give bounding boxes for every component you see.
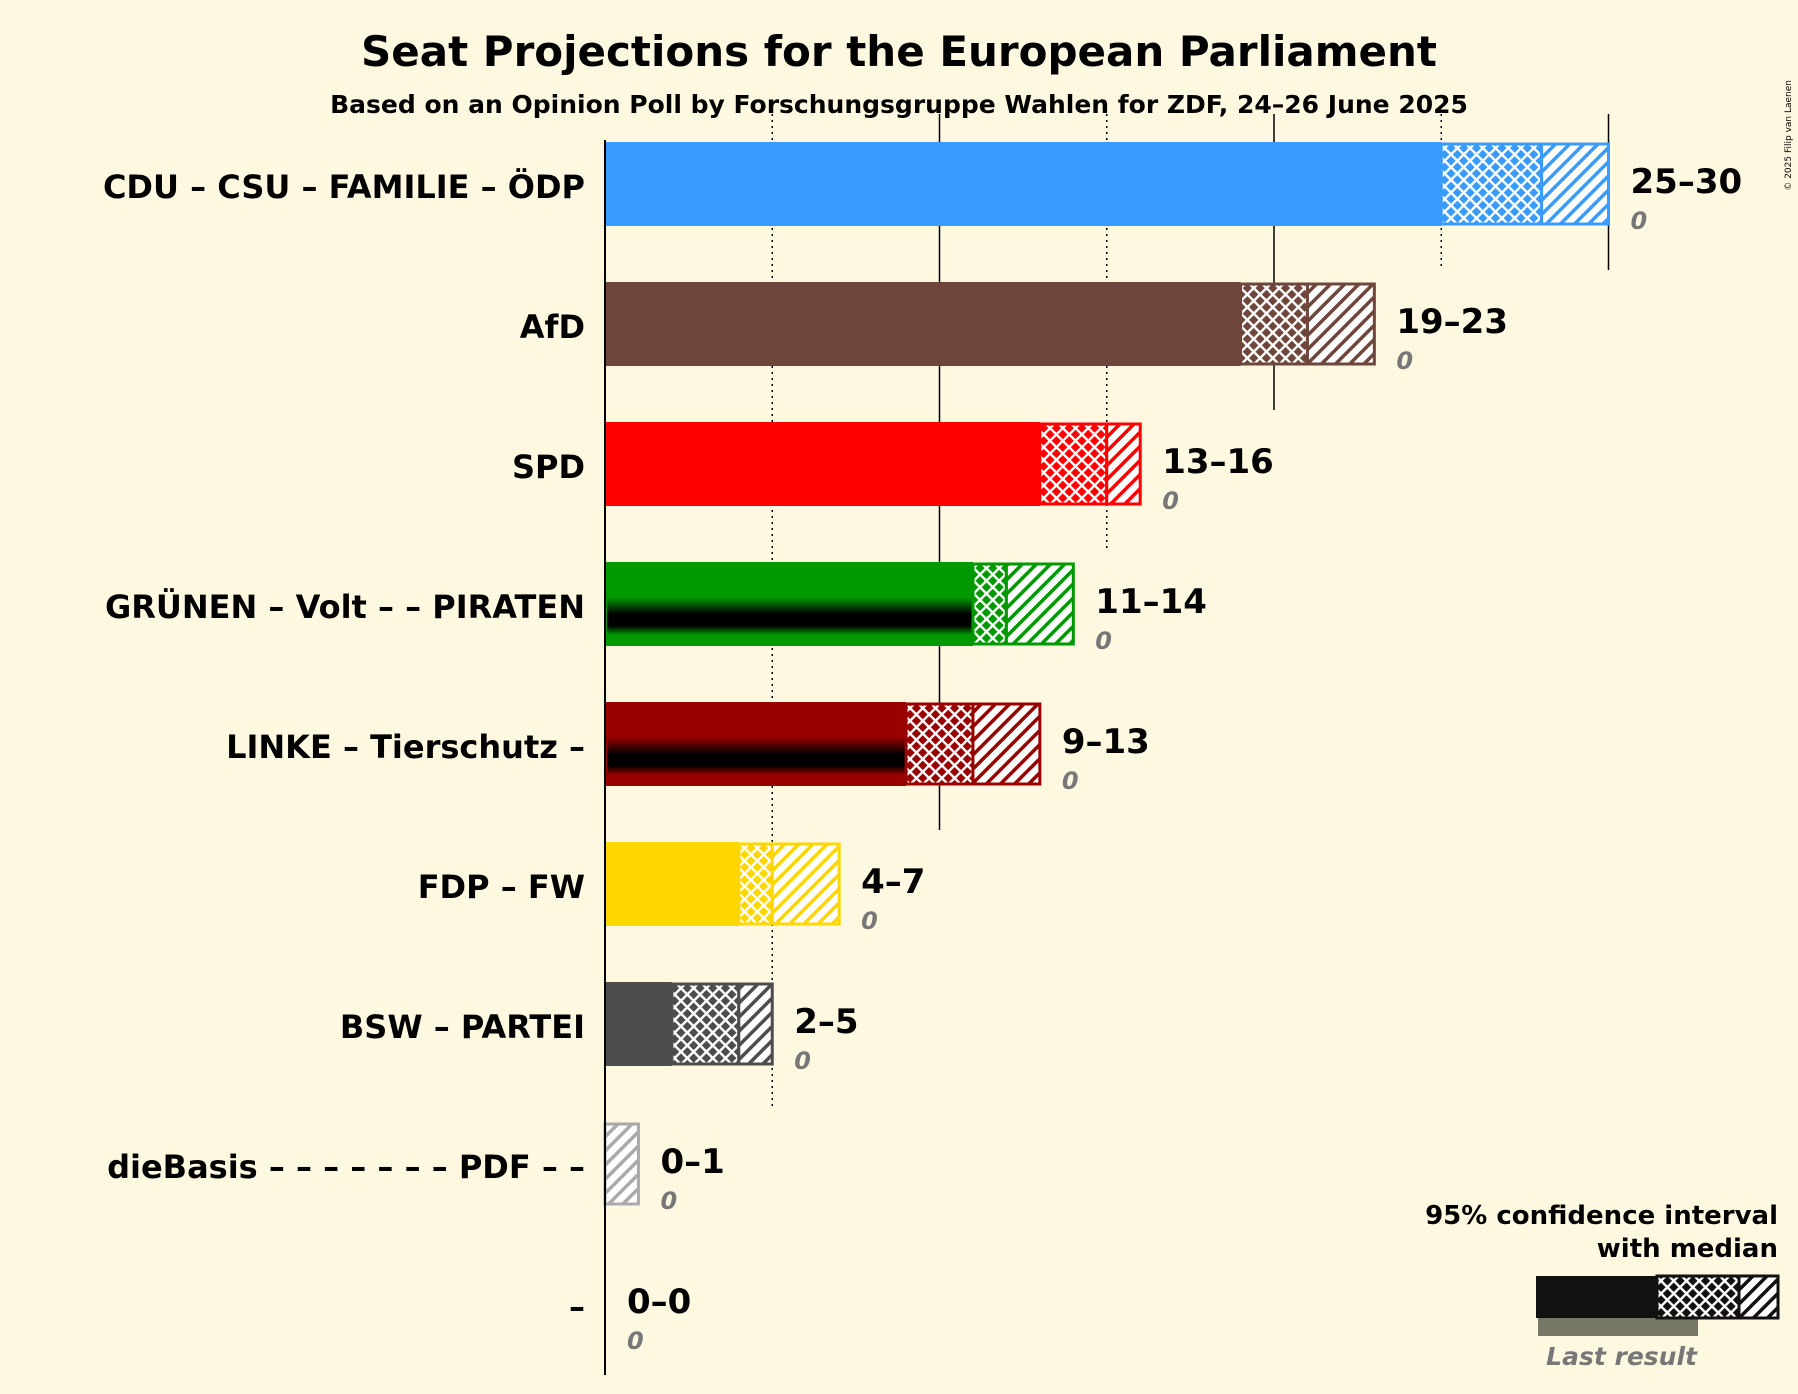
party-7-last-result: 0 [794, 1047, 811, 1075]
party-1-upper-hatch [1540, 142, 1610, 226]
party-2-solid-bar [605, 282, 1241, 366]
copyright-notice: © 2025 Filip van Laenen [1784, 80, 1794, 191]
party-7-label: BSW – PARTEI [340, 1008, 585, 1046]
party-3-last-result: 0 [1162, 487, 1179, 515]
party-3-solid-bar [605, 422, 1040, 506]
party-4-overlay-bar [607, 597, 973, 636]
party-3-median-hatch [1038, 422, 1109, 506]
bar-row-9: – 0–0 0 [569, 1282, 691, 1355]
chart-subtitle: Based on an Opinion Poll by Forschungsgr… [330, 90, 1468, 119]
bar-row-2: AfD 19–23 0 [520, 282, 1508, 375]
legend-median-hatch [1655, 1274, 1741, 1320]
bar-row-1: CDU – CSU – FAMILIE – ÖDP 25–30 0 [103, 142, 1742, 235]
party-5-median-hatch [904, 702, 975, 786]
party-9-label: – [569, 1288, 585, 1326]
party-1-median-hatch [1439, 142, 1544, 226]
party-8-label: dieBasis – – – – – – – PDF – – [107, 1148, 585, 1186]
party-8-range-label: 0–1 [660, 1142, 724, 1182]
party-2-upper-hatch [1305, 282, 1376, 366]
party-5-upper-hatch [971, 702, 1042, 786]
bars-group: CDU – CSU – FAMILIE – ÖDP 25–30 0 AfD 19–23 0… [103, 142, 1742, 1355]
bar-row-3: SPD 13–16 0 [512, 422, 1274, 515]
party-4-label: GRÜNEN – Volt – – PIRATEN [105, 588, 585, 626]
party-2-last-result: 0 [1396, 347, 1413, 375]
party-3-range-label: 13–16 [1162, 442, 1274, 482]
legend-last-result-bar [1538, 1318, 1698, 1336]
party-2-range-label: 19–23 [1396, 302, 1508, 342]
bar-row-5: LINKE – Tierschutz – 9–13 0 [226, 702, 1150, 795]
party-6-upper-hatch [770, 842, 841, 926]
party-1-range-label: 25–30 [1631, 162, 1743, 202]
party-5-label: LINKE – Tierschutz – [226, 728, 585, 766]
party-6-solid-bar [605, 842, 739, 926]
party-6-median-hatch [737, 842, 774, 926]
bar-row-6: FDP – FW 4–7 0 [418, 842, 925, 935]
party-1-solid-bar [605, 142, 1442, 226]
party-4-upper-hatch [1004, 562, 1075, 646]
party-5-last-result: 0 [1062, 767, 1079, 795]
party-1-last-result: 0 [1631, 207, 1648, 235]
party-9-range-label: 0–0 [627, 1282, 691, 1322]
bar-row-7: BSW – PARTEI 2–5 0 [340, 982, 859, 1075]
party-9-last-result: 0 [627, 1327, 644, 1355]
party-5-overlay-bar [607, 737, 907, 776]
party-7-median-hatch [670, 982, 741, 1066]
party-5-range-label: 9–13 [1062, 722, 1150, 762]
chart-title: Seat Projections for the European Parlia… [361, 27, 1437, 76]
party-1-label: CDU – CSU – FAMILIE – ÖDP [103, 168, 585, 206]
party-2-label: AfD [520, 308, 585, 346]
legend-solid-bar [1536, 1276, 1657, 1318]
party-8-last-result: 0 [660, 1187, 677, 1215]
party-6-last-result: 0 [861, 907, 878, 935]
legend: 95% confidence interval with median Last… [1425, 1201, 1780, 1371]
party-8-upper-hatch [603, 1122, 640, 1206]
legend-title-line2: with median [1597, 1234, 1778, 1264]
party-4-range-label: 11–14 [1095, 582, 1207, 622]
party-4-last-result: 0 [1095, 627, 1112, 655]
party-6-range-label: 4–7 [861, 862, 925, 902]
party-3-upper-hatch [1105, 422, 1142, 506]
party-7-upper-hatch [737, 982, 774, 1066]
bar-row-8: dieBasis – – – – – – – PDF – – 0–1 0 [107, 1122, 725, 1215]
party-6-label: FDP – FW [418, 868, 585, 906]
legend-upper-hatch [1737, 1274, 1780, 1320]
bar-row-4: GRÜNEN – Volt – – PIRATEN 11–14 0 [105, 562, 1207, 655]
party-4-median-hatch [971, 562, 1008, 646]
party-3-label: SPD [512, 448, 585, 486]
legend-last-result-label: Last result [1546, 1342, 1698, 1371]
party-2-median-hatch [1239, 282, 1309, 366]
party-7-range-label: 2–5 [794, 1002, 858, 1042]
legend-title-line1: 95% confidence interval [1425, 1201, 1778, 1231]
party-7-solid-bar [605, 982, 672, 1066]
